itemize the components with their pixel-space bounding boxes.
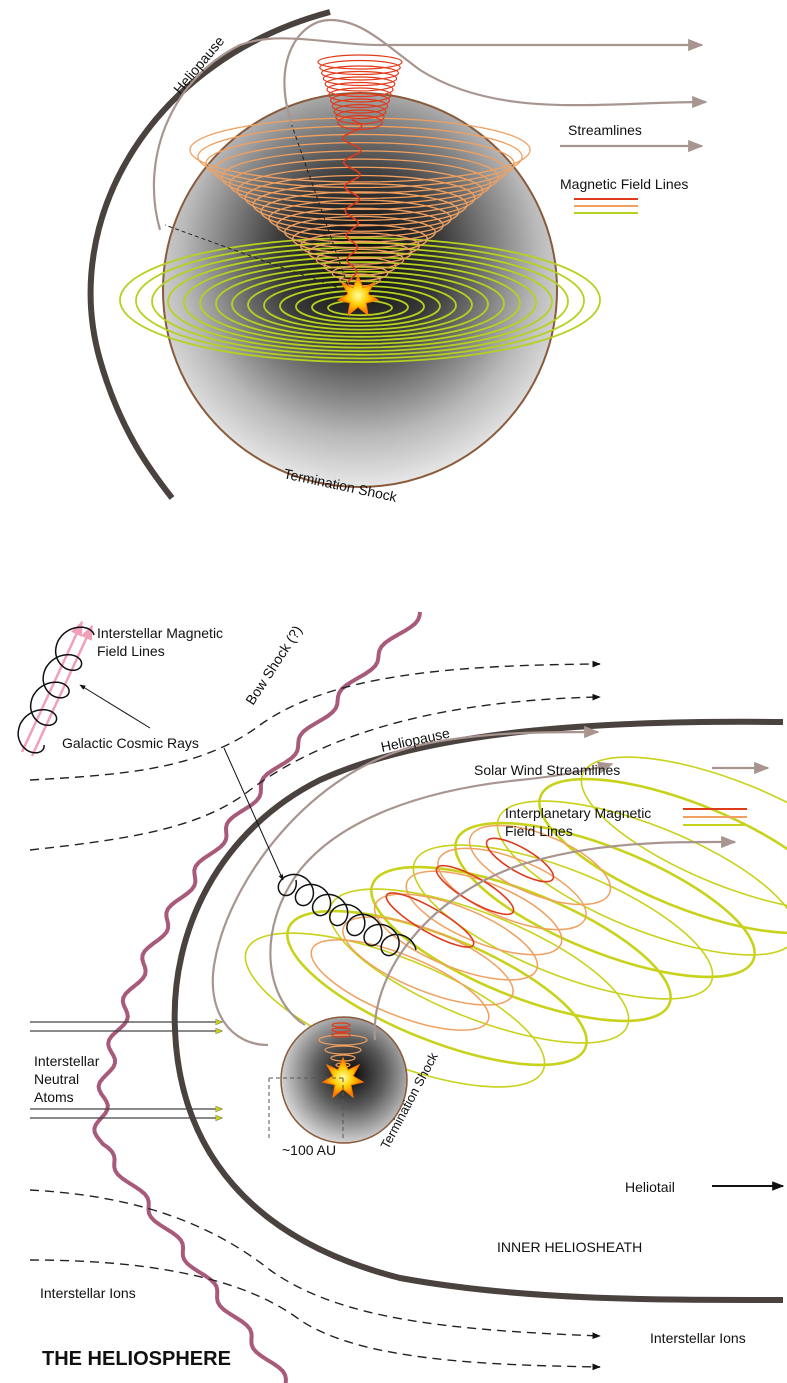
cosmic-ray-helix	[277, 873, 417, 957]
yellow-field-ellipse	[496, 800, 787, 956]
red-field-ring	[331, 98, 389, 114]
orange-field-ring	[228, 158, 492, 211]
yellow-field-ellipse	[580, 756, 787, 912]
red-field-ring	[330, 92, 391, 109]
cosmic-ray-pointer-1	[79, 684, 151, 729]
red-field-ring	[317, 54, 403, 70]
neutral-atoms-label-1: Interstellar	[34, 1053, 100, 1069]
bottom-heliopause-line	[171, 718, 784, 1303]
orange-field-ellipse	[468, 824, 612, 906]
flow-line-1	[29, 660, 601, 781]
red-field-ring	[337, 114, 383, 131]
top-streamline-2	[283, 18, 708, 126]
orange-field-ring	[307, 240, 413, 265]
solar-streamline-1	[211, 725, 600, 1047]
orange-field-ring	[205, 133, 515, 194]
bottom-diagram: Interstellar Magnetic Field Lines Galact…	[17, 611, 787, 1383]
interstellar-ions-left-label: Interstellar Ions	[40, 1285, 136, 1301]
green-field-ring	[119, 237, 601, 363]
inner-heliosheath-label: INNER HELIOSHEATH	[497, 1239, 642, 1255]
legend-magnetic-field-label: Magnetic Field Lines	[560, 176, 688, 192]
green-field-ring	[215, 265, 505, 342]
red-field-ring	[324, 76, 396, 92]
orange-field-ellipse	[342, 916, 514, 1006]
yellow-field-ellipse	[412, 844, 714, 1000]
interstellar-field-icon	[17, 620, 95, 757]
red-field-ring	[321, 65, 400, 81]
interstellar-ions-right-label: Interstellar Ions	[650, 1330, 746, 1346]
neutral-atoms-label-2: Neutral	[34, 1071, 79, 1087]
figure-title: THE HELIOSPHERE	[42, 1348, 231, 1370]
top-diagram: Heliopause Termination Shock Streamlines…	[87, 9, 708, 505]
red-field-ring	[326, 81, 394, 98]
orange-field-ring	[284, 215, 436, 249]
yellow-field-ellipse	[286, 909, 588, 1067]
top-streamline-1	[152, 37, 704, 231]
interstellar-field-pink-2	[30, 624, 94, 757]
flow-line-3	[29, 1189, 601, 1340]
heliotail-label: Heliotail	[625, 1179, 675, 1195]
red-axis-spiral	[341, 119, 363, 289]
neutral-atom-arrows	[30, 1022, 222, 1118]
orange-field-ring	[315, 248, 405, 271]
galactic-cosmic-rays-label: Galactic Cosmic Rays	[62, 735, 199, 751]
interstellar-flow-lines	[29, 660, 601, 1371]
red-field-ring	[322, 70, 398, 87]
yellow-field-ellipse	[454, 821, 756, 979]
interstellar-field-label-2: Field Lines	[97, 643, 165, 659]
solar-streamline-3	[373, 835, 737, 1041]
interplanetary-field-label-1: Interplanetary Magnetic	[505, 805, 651, 821]
red-field-ring	[319, 59, 401, 76]
green-field-ring	[247, 275, 473, 335]
green-field-ring	[199, 261, 521, 345]
orange-field-ellipse	[373, 893, 539, 981]
orange-field-ring	[291, 224, 429, 254]
top-dashed-guide-1	[164, 224, 351, 293]
solar-wind-streamlines	[211, 725, 737, 1047]
green-field-ring	[167, 251, 553, 353]
interplanetary-field-ellipses	[244, 756, 787, 1088]
orange-field-ring	[323, 256, 397, 276]
red-field-ellipse	[435, 864, 515, 916]
distance-label: ~100 AU	[282, 1142, 336, 1158]
orange-field-ellipse	[310, 939, 490, 1031]
orange-field-ring	[260, 191, 460, 232]
interstellar-field-label-1: Interstellar Magnetic	[97, 625, 223, 641]
orange-field-ring	[252, 183, 468, 227]
flow-line-2	[29, 693, 601, 851]
top-legend: Streamlines Magnetic Field Lines	[560, 122, 704, 214]
solar-streamline-2	[269, 761, 614, 1026]
neutral-atoms-label-3: Atoms	[34, 1089, 74, 1105]
interstellar-field-helix	[17, 626, 95, 754]
top-sun-icon	[336, 274, 380, 317]
bow-shock-line	[92, 611, 422, 1383]
legend-streamlines-label: Streamlines	[568, 122, 642, 138]
red-field-ring	[328, 87, 392, 103]
red-field-ellipse	[485, 837, 555, 883]
yellow-field-ellipse	[538, 777, 787, 935]
orange-field-ring	[276, 207, 444, 243]
interplanetary-field-label-2: Field Lines	[505, 823, 573, 839]
orange-field-ellipse	[437, 847, 587, 931]
bow-shock-label: Bow Shock (?)	[242, 623, 305, 708]
orange-field-ring	[197, 125, 523, 189]
orange-field-ring	[299, 232, 421, 260]
top-dashed-guide-2	[289, 119, 351, 293]
orange-field-ring	[236, 166, 484, 216]
cosmic-ray-pointer-2	[223, 747, 284, 881]
red-field-ellipse	[385, 892, 475, 948]
red-field-ring	[333, 103, 387, 120]
orange-field-ring	[213, 141, 507, 200]
solar-wind-streamlines-label: Solar Wind Streamlines	[474, 762, 620, 778]
bottom-field-legend	[683, 808, 747, 826]
interstellar-field-pink-1	[20, 620, 84, 753]
red-field-coil	[317, 54, 403, 131]
yellow-field-ellipse	[370, 865, 672, 1023]
orange-field-ring	[268, 199, 452, 238]
green-field-ring	[231, 270, 489, 338]
top-heliopause-arc	[87, 9, 331, 500]
inner-red-coil	[331, 1022, 351, 1038]
